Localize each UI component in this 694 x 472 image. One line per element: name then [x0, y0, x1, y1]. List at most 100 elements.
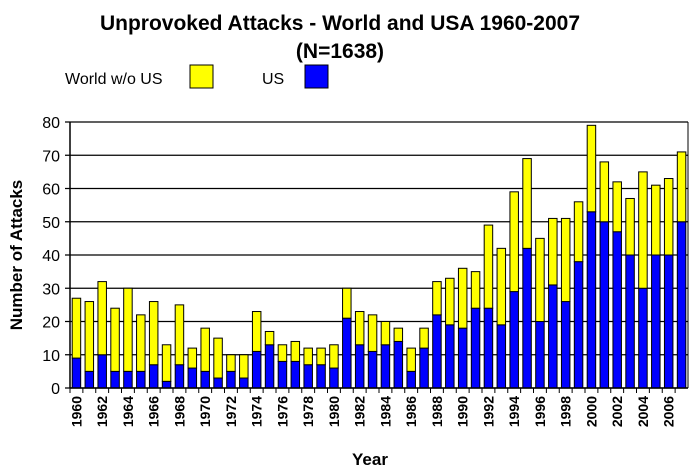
bar-world	[226, 354, 236, 372]
y-tick-label: 10	[42, 348, 60, 365]
bar-us	[354, 344, 365, 389]
y-axis-title: Number of Attacks	[7, 180, 26, 331]
bar-us	[676, 221, 687, 389]
bar-world	[213, 337, 223, 379]
bar-world	[239, 354, 249, 379]
bar-us	[239, 377, 249, 389]
y-tick-label: 30	[42, 281, 60, 298]
x-tick-label: 1972	[223, 396, 239, 427]
x-tick-label: 1992	[480, 396, 496, 427]
bar-us	[625, 254, 635, 389]
x-tick-label: 1996	[532, 396, 548, 427]
bar-us	[123, 370, 133, 389]
bar-world	[187, 347, 198, 369]
bar-world	[161, 344, 172, 382]
bar-world	[174, 304, 185, 366]
bar-us	[612, 231, 622, 389]
bar-us	[445, 324, 455, 389]
x-tick-label: 1990	[455, 396, 471, 427]
bar-world	[663, 178, 674, 256]
x-tick-label: 1970	[197, 396, 213, 427]
bar-world	[342, 287, 352, 319]
x-tick-label: 1998	[558, 396, 574, 427]
bar-world	[136, 314, 146, 372]
x-tick-label: 1986	[403, 396, 419, 427]
bar-world	[573, 201, 584, 263]
x-tick-label: 2000	[583, 396, 599, 427]
bar-world	[123, 287, 133, 372]
bar-us	[264, 344, 275, 389]
bar-us	[496, 324, 507, 389]
bar-world	[380, 321, 391, 346]
x-tick-label: 2002	[609, 396, 625, 427]
bar-world	[548, 217, 558, 286]
x-tick-label: 1960	[68, 396, 84, 427]
bar-world	[457, 267, 468, 329]
bar-us	[161, 380, 172, 389]
bar-world	[367, 314, 378, 352]
bar-world	[625, 197, 635, 256]
bar-us	[290, 360, 301, 389]
bar-world	[354, 311, 365, 346]
x-tick-label: 1966	[146, 396, 162, 427]
bar-world	[509, 191, 519, 293]
bar-us	[548, 284, 558, 389]
bar-world	[483, 224, 494, 309]
bar-world	[316, 347, 326, 366]
legend-label-world: World w/o US	[65, 71, 163, 88]
bar-us	[599, 221, 610, 389]
bar-us	[174, 364, 185, 389]
x-axis-title: Year	[352, 450, 388, 469]
x-tick-label: 2004	[635, 396, 651, 427]
bar-world	[419, 327, 429, 349]
bar-us	[483, 307, 494, 389]
bar-us	[535, 321, 545, 389]
bar-us	[303, 364, 313, 389]
bar-us	[470, 307, 481, 389]
x-tick-label: 1962	[94, 396, 110, 427]
bar-us	[251, 350, 262, 389]
legend-label-us: US	[262, 71, 284, 88]
x-tick-label: 1988	[429, 396, 445, 427]
bar-us	[586, 211, 597, 389]
y-tick-label: 80	[42, 115, 60, 132]
bar-world	[560, 217, 571, 303]
bar-us	[84, 370, 95, 389]
x-tick-label: 1968	[171, 396, 187, 427]
x-tick-label: 1982	[352, 396, 368, 427]
bar-us	[136, 370, 146, 389]
bar-us	[187, 367, 198, 389]
x-tick-label: 2006	[661, 396, 677, 427]
bar-us	[200, 370, 210, 389]
bar-us	[148, 364, 159, 389]
bar-us	[393, 340, 404, 389]
bar-world	[71, 297, 82, 359]
bar-us	[419, 347, 429, 389]
bar-us	[380, 344, 391, 389]
y-tick-label: 70	[42, 148, 60, 165]
bar-world	[277, 344, 288, 362]
bar-us	[342, 317, 352, 389]
bar-world	[599, 161, 610, 223]
bar-us	[560, 301, 571, 389]
bar-us	[638, 287, 648, 389]
legend-swatch-us	[304, 64, 329, 89]
chart-subtitle: (N=1638)	[296, 40, 384, 63]
bar-world	[329, 344, 339, 369]
x-tick-label: 1964	[120, 396, 136, 427]
bar-us	[97, 354, 107, 389]
x-tick-label: 1984	[377, 396, 393, 427]
bar-world	[110, 307, 120, 372]
x-tick-label: 1980	[326, 396, 342, 427]
bar-world	[612, 181, 622, 233]
bar-us	[522, 247, 532, 389]
bar-us	[509, 291, 519, 389]
bar-us	[277, 360, 288, 389]
bar-us	[651, 254, 661, 389]
bar-world	[651, 184, 661, 256]
bar-us	[406, 370, 416, 389]
x-tick-label: 1978	[300, 396, 316, 427]
x-tick-label: 1974	[249, 396, 265, 427]
